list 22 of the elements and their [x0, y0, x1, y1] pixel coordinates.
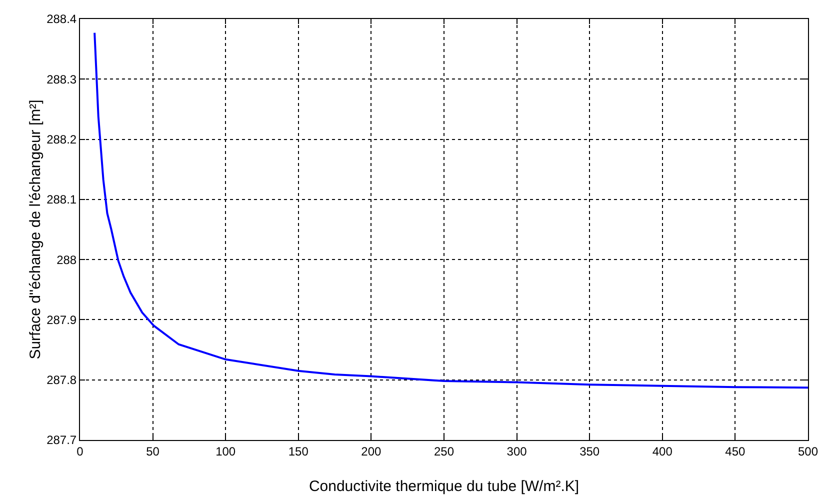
- line-series: [94, 32, 808, 389]
- x-tick-label: 200: [361, 444, 382, 458]
- x-tick-label: 400: [652, 444, 673, 458]
- x-tick-label: 100: [216, 444, 236, 458]
- y-axis-title: Surface d''échange de l'échangeur [m²]: [27, 100, 44, 360]
- x-tick-label: 0: [76, 444, 84, 458]
- y-tick-label: 288.3: [46, 72, 77, 86]
- x-tick-label: 450: [725, 444, 746, 458]
- y-tick-label: 288.4: [46, 12, 77, 26]
- y-tick-label: 287.9: [46, 312, 77, 327]
- x-tick-label: 150: [288, 444, 309, 458]
- x-tick-label: 50: [146, 444, 160, 458]
- y-tick-label: 288.1: [46, 192, 77, 207]
- x-axis-title: Conductivite thermique du tube [W/m².K]: [308, 478, 580, 495]
- x-tick-label: 250: [434, 444, 454, 458]
- y-tick-label: 288.2: [46, 132, 77, 146]
- y-tick-label: 287.8: [46, 373, 77, 388]
- x-tick-label: 350: [580, 444, 600, 458]
- x-tick-label: 300: [506, 444, 528, 458]
- x-tick-label: 500: [798, 444, 818, 458]
- y-tick-label: 287.7: [46, 433, 77, 448]
- y-tick-label: 288: [56, 252, 77, 267]
